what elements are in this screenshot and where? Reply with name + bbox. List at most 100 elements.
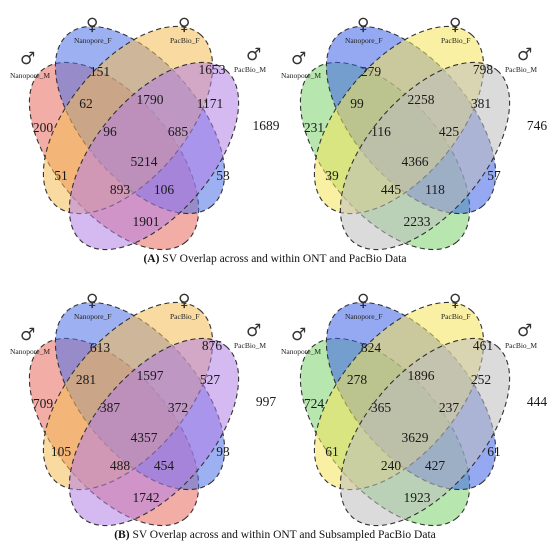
venn-ellipses [299,25,511,251]
region-count: 5214 [131,154,158,169]
region-count: 685 [168,124,189,139]
venn-region-counts: 724 824 461 444 278 1896 252 365 237 362… [304,338,548,505]
region-count: 746 [527,118,548,133]
set-d-label: PacBio_M [505,65,537,74]
set-c-label: PacBio_F [441,312,471,321]
region-count: 1689 [253,118,280,133]
venn-ellipses [28,301,240,527]
female-symbol: ♀ [357,291,369,311]
region-count: 1171 [197,96,224,111]
set-d-ellipse [68,61,240,251]
region-count: 61 [487,444,501,459]
region-count: 278 [347,372,368,387]
region-count: 96 [103,124,117,139]
region-count: 105 [51,444,72,459]
set-c-label: PacBio_F [170,312,200,321]
set-c-label: PacBio_F [441,36,471,45]
male-symbol: ♂ [291,49,306,69]
venn-panel: ♂ Nanopore_M ♀ Nanopore_F ♀ PacBio_F ♂ P… [10,291,277,527]
region-count: 1597 [137,368,164,383]
region-count: 106 [154,182,175,197]
venn-region-counts: 231 279 798 746 99 2258 381 116 425 4366… [304,62,548,229]
region-count: 57 [487,168,501,183]
male-symbol: ♂ [246,45,261,65]
female-symbol: ♀ [449,15,461,35]
venn-ellipses [299,301,511,527]
region-count: 427 [425,458,446,473]
region-count: 151 [90,64,110,79]
region-count: 387 [100,400,121,415]
caption-letter: (B) [114,529,130,541]
venn-set-labels: ♂ Nanopore_M ♀ Nanopore_F ♀ PacBio_F ♂ P… [10,291,266,356]
set-c-label: PacBio_F [170,36,200,45]
female-symbol: ♀ [178,291,190,311]
region-count: 381 [471,96,491,111]
venn-panel: ♂ Nanopore_M ♀ Nanopore_F ♀ PacBio_F ♂ P… [281,15,548,251]
set-d-label: PacBio_M [234,65,266,74]
region-count: 51 [54,168,68,183]
set-d-label: PacBio_M [234,341,266,350]
region-count: 61 [325,444,339,459]
set-a-label: Nanopore_M [10,347,50,356]
venn-set-labels: ♂ Nanopore_M ♀ Nanopore_F ♀ PacBio_F ♂ P… [10,15,266,80]
region-count: 798 [473,62,494,77]
region-count: 118 [425,182,445,197]
set-b-label: Nanopore_F [345,36,383,45]
region-count: 4366 [402,154,429,169]
set-a-label: Nanopore_M [281,347,321,356]
venn-set-labels: ♂ Nanopore_M ♀ Nanopore_F ♀ PacBio_F ♂ P… [281,291,537,356]
venn-ellipses [28,25,240,251]
region-count: 709 [33,396,54,411]
region-count: 1901 [133,214,160,229]
male-symbol: ♂ [246,321,261,341]
region-count: 445 [381,182,402,197]
region-count: 893 [110,182,131,197]
region-count: 613 [90,340,111,355]
female-symbol: ♀ [449,291,461,311]
region-count: 444 [527,394,548,409]
region-count: 252 [471,372,491,387]
female-symbol: ♀ [178,15,190,35]
region-count: 1790 [137,92,164,107]
region-count: 824 [361,340,382,355]
region-count: 372 [168,400,188,415]
caption-b: (B) SV Overlap across and within ONT and… [114,529,436,541]
region-count: 454 [154,458,175,473]
region-count: 724 [304,396,325,411]
region-count: 365 [371,400,392,415]
region-count: 62 [79,96,93,111]
set-b-label: Nanopore_F [74,36,112,45]
region-count: 1923 [404,490,431,505]
set-a-label: Nanopore_M [10,71,50,80]
female-symbol: ♀ [86,291,98,311]
region-count: 1896 [408,368,435,383]
region-count: 279 [361,64,382,79]
venn-panel: ♂ Nanopore_M ♀ Nanopore_F ♀ PacBio_F ♂ P… [10,15,280,251]
region-count: 53 [216,168,230,183]
region-count: 281 [76,372,96,387]
region-count: 200 [33,120,54,135]
region-count: 240 [381,458,402,473]
male-symbol: ♂ [517,45,532,65]
region-count: 99 [350,96,364,111]
caption-text: SV Overlap across and within ONT and Pac… [159,253,406,265]
region-count: 488 [110,458,131,473]
caption-text: SV Overlap across and within ONT and Sub… [130,529,436,541]
region-count: 997 [256,394,277,409]
male-symbol: ♂ [291,325,306,345]
set-a-label: Nanopore_M [281,71,321,80]
venn-set-labels: ♂ Nanopore_M ♀ Nanopore_F ♀ PacBio_F ♂ P… [281,15,537,80]
region-count: 461 [473,338,493,353]
region-count: 2233 [404,214,431,229]
region-count: 93 [216,444,230,459]
region-count: 527 [200,372,221,387]
male-symbol: ♂ [20,49,35,69]
region-count: 39 [325,168,339,183]
region-count: 425 [439,124,460,139]
venn-region-counts: 200 151 1653 1689 62 1790 1171 96 685 52… [33,62,280,229]
set-b-label: Nanopore_F [74,312,112,321]
male-symbol: ♂ [20,325,35,345]
set-d-ellipse [339,337,511,527]
set-b-label: Nanopore_F [345,312,383,321]
